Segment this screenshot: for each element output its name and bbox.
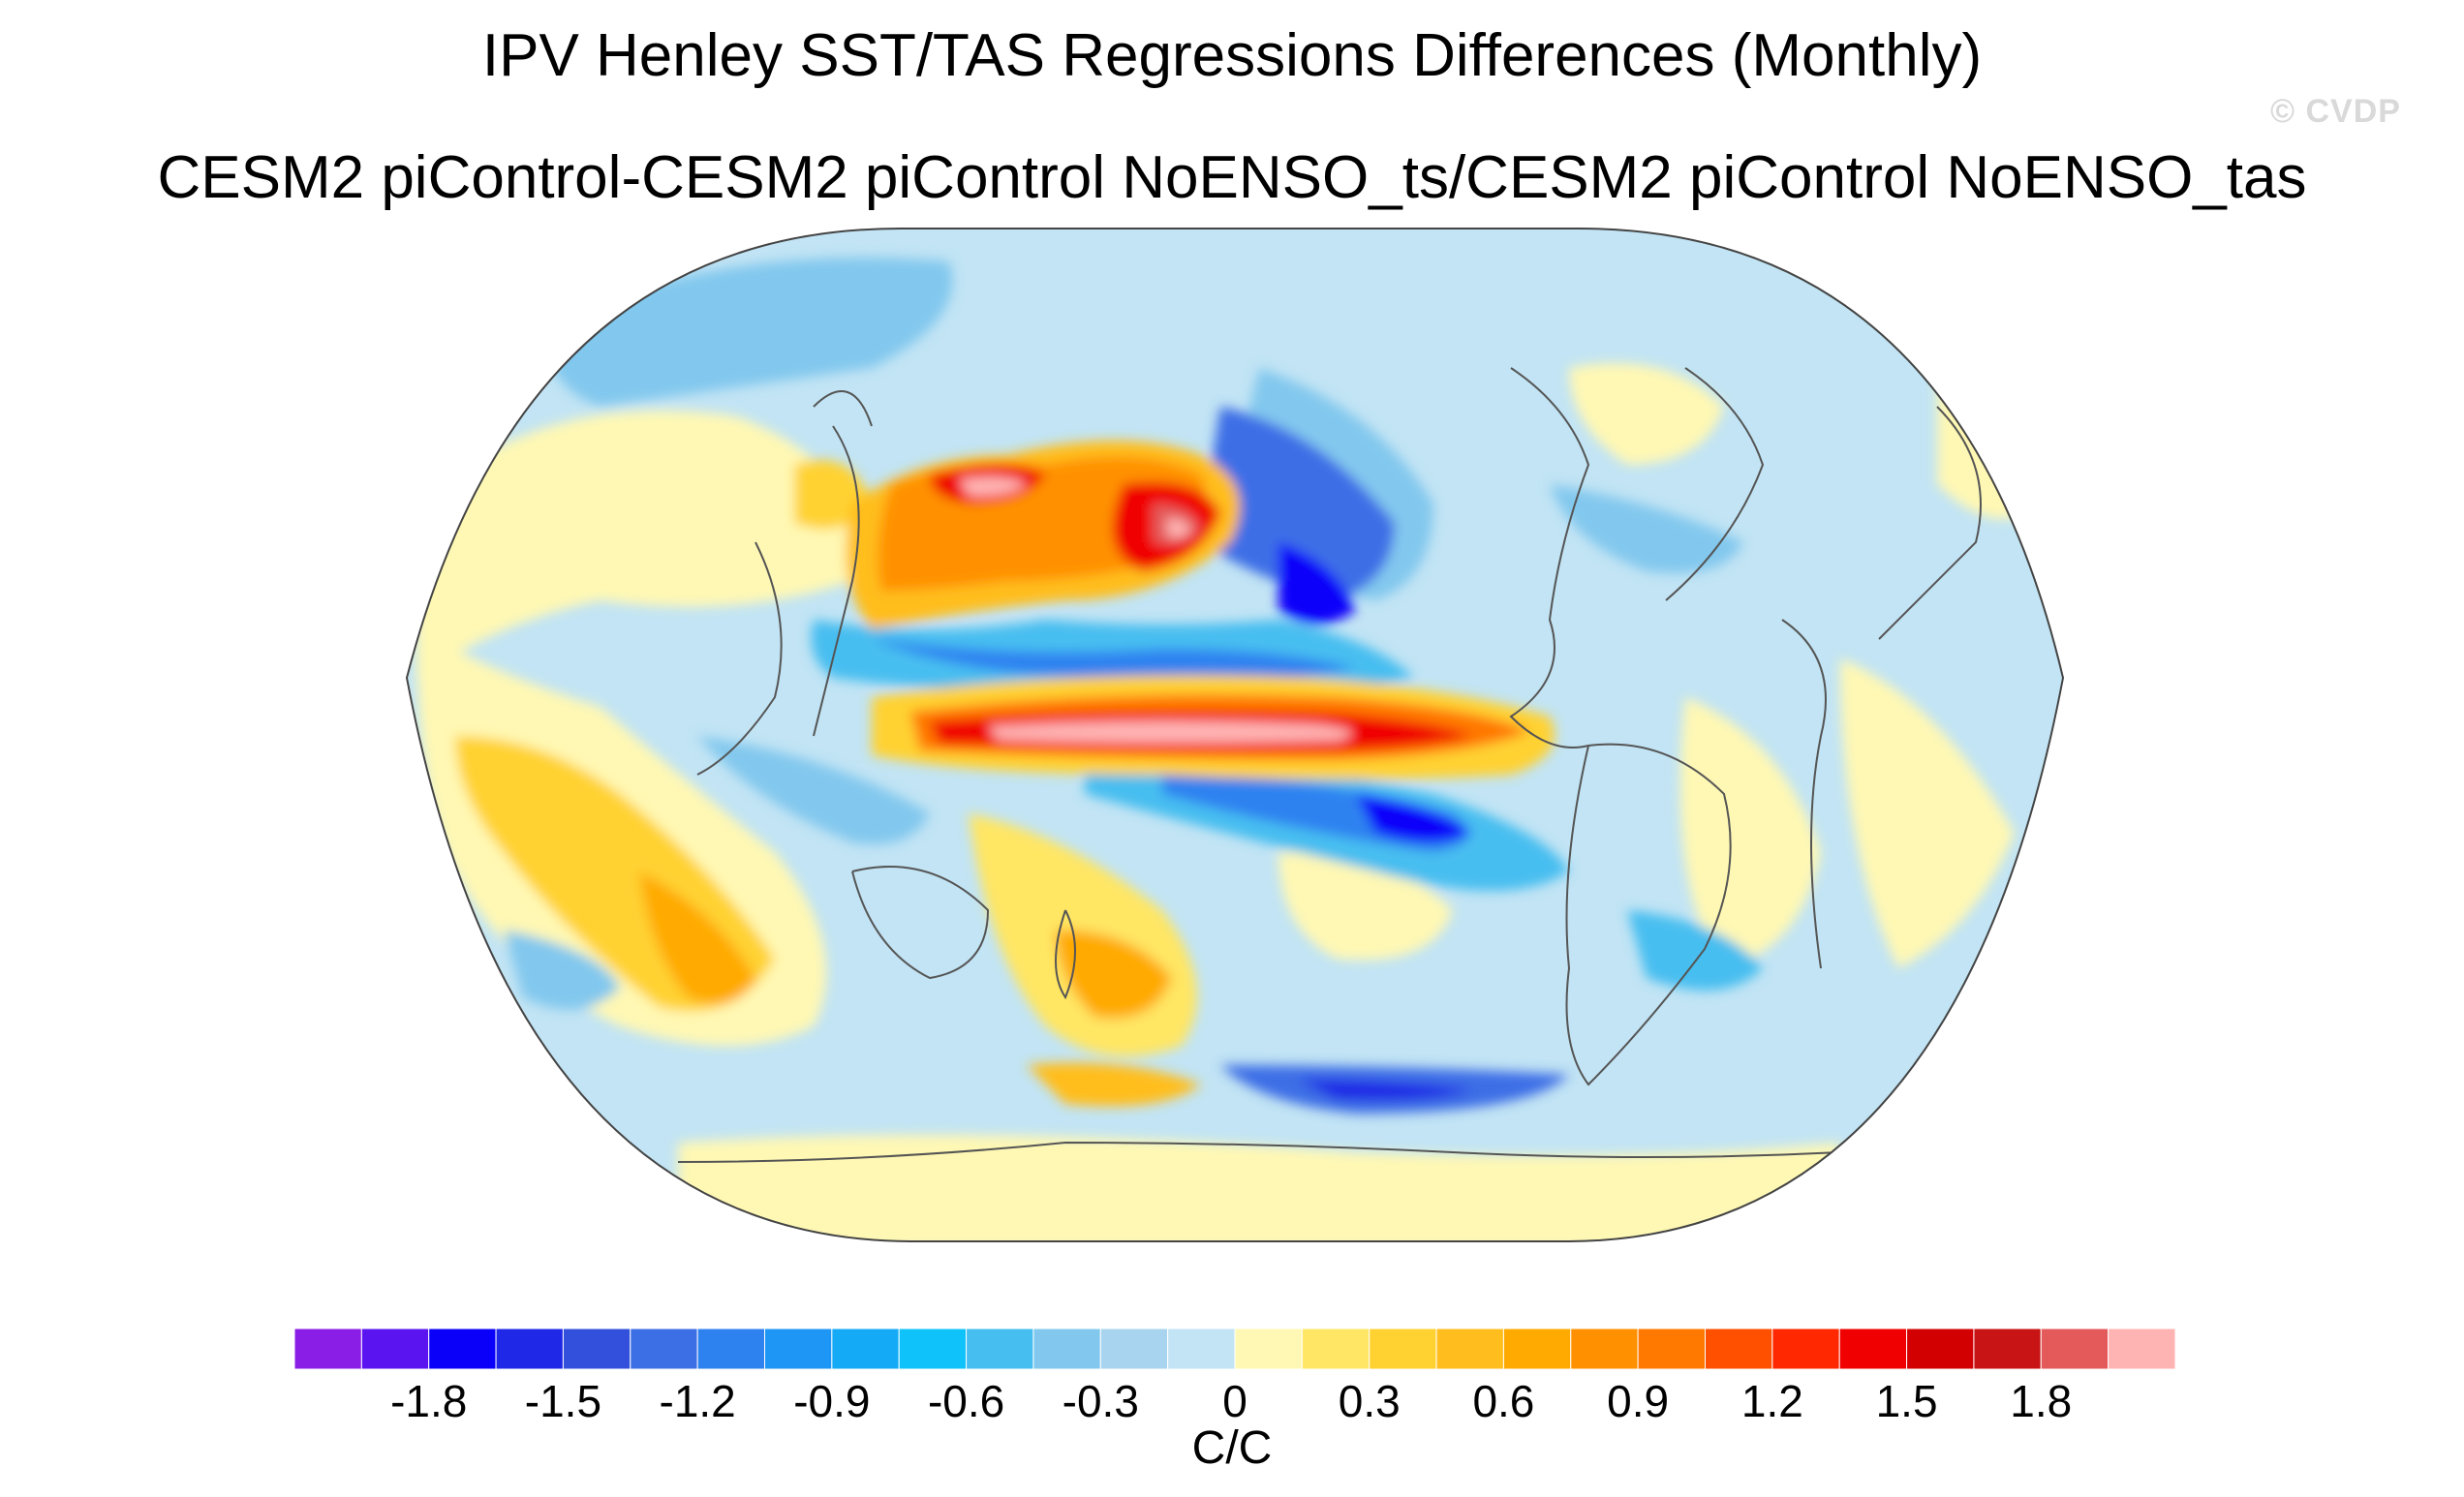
anomaly-region: [504, 930, 620, 1010]
colorbar-box: [1234, 1328, 1303, 1370]
colorbar-box: [1771, 1328, 1840, 1370]
colorbar-tick-label: -1.5: [525, 1376, 601, 1426]
chart-subtitle: CESM2 piControl-CESM2 piControl NoENSO_t…: [157, 144, 2307, 211]
colorbar-tick-label: 0.6: [1472, 1376, 1534, 1426]
colorbar-tick-label: -0.6: [928, 1376, 1004, 1426]
colorbar-box: [2040, 1328, 2110, 1370]
colorbar-tick-label: -0.3: [1063, 1376, 1139, 1426]
colorbar-units: C/C: [1191, 1422, 1273, 1474]
colorbar-tick-label: -1.2: [660, 1376, 736, 1426]
colorbar-box: [696, 1328, 766, 1370]
colorbar-tick-label: 0.9: [1607, 1376, 1669, 1426]
colorbar-tick-label: 1.5: [1876, 1376, 1938, 1426]
colorbar-box: [1369, 1328, 1437, 1370]
anomaly-region: [1840, 658, 2015, 968]
anomaly-region: [416, 411, 855, 678]
colorbar-box: [1032, 1328, 1101, 1370]
colorbar-box: [1435, 1328, 1504, 1370]
colorbar-tick-label: 1.8: [2010, 1376, 2072, 1426]
colorbar-box: [1502, 1328, 1572, 1370]
world-map: [405, 228, 2065, 1242]
colorbar-box: [1099, 1328, 1169, 1370]
colorbar-box: [1973, 1328, 2042, 1370]
colorbar-box: [966, 1328, 1034, 1370]
anomaly-field: [416, 258, 2044, 1241]
colorbar-boxes: [293, 1328, 2176, 1370]
colorbar-tick-labels: -1.8 -1.5 -1.2 -0.9 -0.6 -0.3 0 0.3 0.6 0.9 1.2 1.5…: [390, 1376, 2072, 1426]
anomaly-region: [959, 476, 1027, 497]
chart-title: IPV Henley SST/TAS Regressions Differenc…: [481, 22, 1983, 89]
anomaly-region: [1627, 910, 1763, 991]
colorbar-box: [1637, 1328, 1706, 1370]
colorbar-box: [1570, 1328, 1639, 1370]
colorbar-box: [2108, 1328, 2176, 1370]
anomaly-region: [678, 1135, 1840, 1241]
anomaly-region: [872, 639, 1356, 682]
anomaly-region: [1201, 407, 1395, 600]
colorbar-box: [1301, 1328, 1371, 1370]
colorbar-box: [898, 1328, 968, 1370]
colorbar-tick-label: 1.2: [1741, 1376, 1803, 1426]
colorbar-tick-label: 0.3: [1339, 1376, 1401, 1426]
anomaly-region: [1278, 542, 1356, 625]
anomaly-region: [1027, 1062, 1201, 1107]
colorbar-box: [562, 1328, 631, 1370]
colorbar-tick-label: 0: [1222, 1376, 1247, 1426]
colorbar-box: [831, 1328, 900, 1370]
colorbar-box: [1838, 1328, 1908, 1370]
cvdp-credit: © CVDP: [2270, 93, 2401, 130]
anomaly-region: [697, 736, 930, 844]
colorbar-box: [1906, 1328, 1975, 1370]
colorbar-box: [428, 1328, 497, 1370]
colorbar-box: [1705, 1328, 1773, 1370]
anomaly-region: [1298, 1080, 1472, 1101]
anomaly-region: [1356, 794, 1472, 842]
anomaly-region: [1550, 484, 1743, 573]
colorbar-box: [495, 1328, 564, 1370]
coastlines: [677, 241, 1982, 1163]
map-border: [405, 228, 2065, 1242]
anomaly-region: [639, 871, 755, 1004]
anomaly-region: [1167, 518, 1191, 538]
colorbar-box: [293, 1328, 362, 1370]
colorbar-tick-label: -0.9: [793, 1376, 870, 1426]
anomaly-region: [1056, 930, 1172, 1019]
colorbar-box: [1167, 1328, 1236, 1370]
colorbar-box: [630, 1328, 698, 1370]
anomaly-region: [1569, 363, 1724, 465]
anomaly-region: [988, 720, 1352, 744]
colorbar-box: [764, 1328, 833, 1370]
colorbar-box: [360, 1328, 430, 1370]
anomaly-region: [1680, 697, 1821, 968]
colorbar-tick-label: -1.8: [390, 1376, 467, 1426]
